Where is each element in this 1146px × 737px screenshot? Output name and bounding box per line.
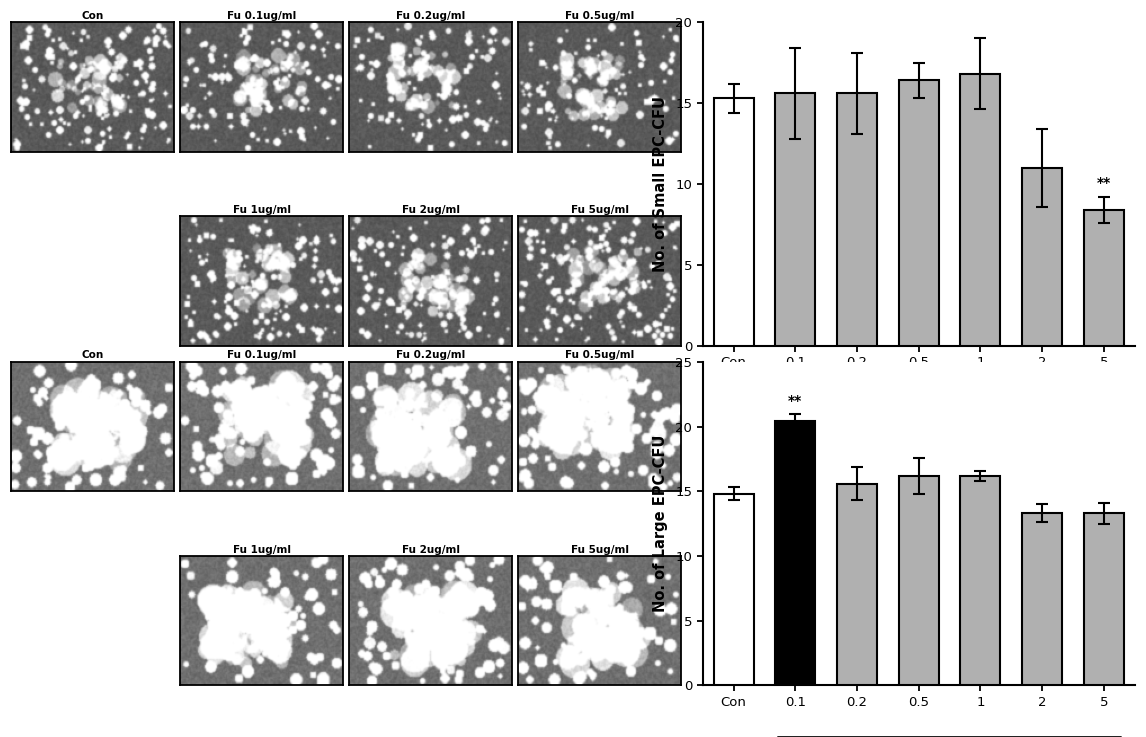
Title: Fu 5ug/ml: Fu 5ug/ml — [571, 205, 628, 214]
Text: **: ** — [1097, 176, 1110, 190]
Bar — [1022, 168, 1062, 346]
Bar — [1084, 210, 1124, 346]
Title: Fu 0.1ug/ml: Fu 0.1ug/ml — [227, 350, 297, 360]
Text: **: ** — [788, 394, 802, 408]
Bar — [898, 80, 939, 346]
Title: Fu 5ug/ml: Fu 5ug/ml — [571, 545, 628, 554]
Title: Fu 2ug/ml: Fu 2ug/ml — [401, 205, 460, 214]
Bar — [898, 476, 939, 685]
Bar — [714, 494, 754, 685]
Title: Fu 0.5ug/ml: Fu 0.5ug/ml — [565, 10, 634, 21]
Bar — [960, 74, 1000, 346]
Title: Con: Con — [81, 10, 104, 21]
Title: Fu 1ug/ml: Fu 1ug/ml — [233, 545, 291, 554]
Title: Fu 0.2ug/ml: Fu 0.2ug/ml — [395, 10, 465, 21]
Text: Fucoidan(ug/ml): Fucoidan(ug/ml) — [888, 417, 1011, 430]
Bar — [837, 483, 877, 685]
Y-axis label: No. of Small EPC-CFU: No. of Small EPC-CFU — [653, 96, 668, 272]
Title: Fu 2ug/ml: Fu 2ug/ml — [401, 545, 460, 554]
Title: Fu 1ug/ml: Fu 1ug/ml — [233, 205, 291, 214]
Bar — [714, 98, 754, 346]
Bar — [775, 94, 815, 346]
Bar — [1084, 513, 1124, 685]
Title: Con: Con — [81, 350, 104, 360]
Bar — [1022, 513, 1062, 685]
Bar — [960, 476, 1000, 685]
Bar — [775, 422, 815, 685]
Bar — [837, 94, 877, 346]
Y-axis label: No. of Large EPC-CFU: No. of Large EPC-CFU — [653, 435, 668, 612]
Title: Fu 0.1ug/ml: Fu 0.1ug/ml — [227, 10, 297, 21]
Title: Fu 0.5ug/ml: Fu 0.5ug/ml — [565, 350, 634, 360]
Title: Fu 0.2ug/ml: Fu 0.2ug/ml — [395, 350, 465, 360]
